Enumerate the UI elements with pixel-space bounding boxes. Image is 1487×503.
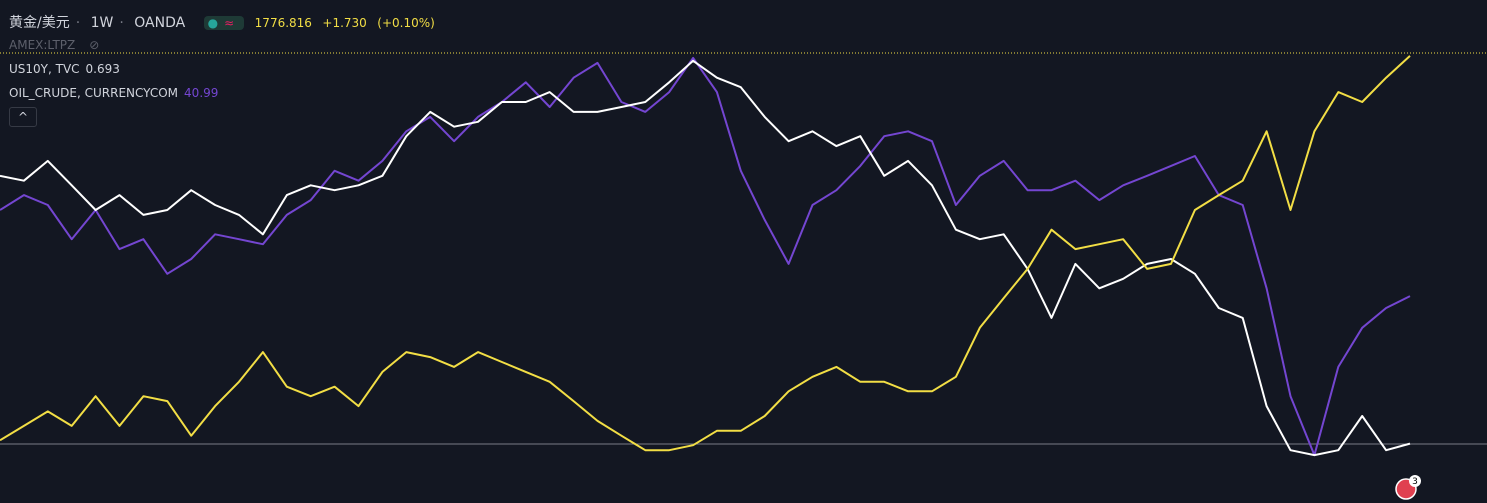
eye-icon[interactable]: ⊘ [89,38,100,52]
event-count [1409,475,1421,487]
symbol[interactable]: 黄金/美元 [9,15,70,31]
series-line [0,55,1411,452]
interval: 1W [90,15,114,31]
exchange: OANDA [134,15,186,31]
series-line [0,59,1411,457]
event-count-text: 3 [1412,477,1418,487]
main-legend: 黄金/美元 · 1W · OANDA ● ≈ 1776.816 +1.730 (+0.… [9,15,435,31]
series-line [0,56,1411,457]
status-badge[interactable]: ● ≈ [203,16,245,30]
change-pct: (+0.10%) [377,16,435,30]
legend-2: OIL_CRUDE, CURRENCYCOM 40.99 [9,86,224,100]
change: +1.730 [322,16,367,30]
hidden-symbol[interactable]: AMEX:LTPZ [9,38,76,52]
hidden-legend: AMEX:LTPZ ⊘ [9,38,105,52]
legend-value: 40.99 [184,86,219,100]
last-price: 1776.816 [254,16,312,30]
legend-name[interactable]: OIL_CRUDE, CURRENCYCOM [9,86,179,100]
legend-value: 0.693 [85,62,120,76]
legend-name[interactable]: US10Y, TVC [9,62,80,76]
legend-1: US10Y, TVC 0.693 [9,62,126,76]
collapse-button[interactable]: ^ [9,107,37,127]
